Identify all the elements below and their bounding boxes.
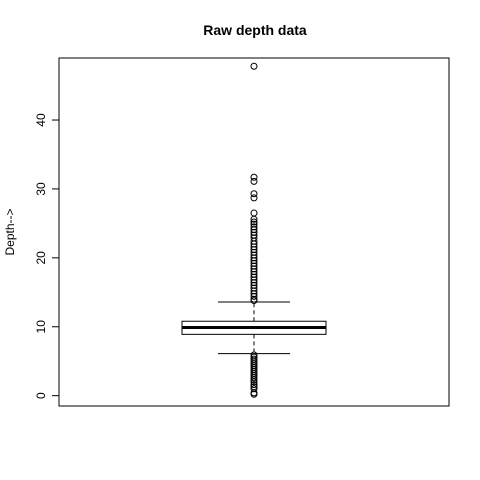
y-tick-label: 40 <box>34 113 48 127</box>
outlier-point <box>250 209 258 217</box>
outlier-point <box>250 374 258 382</box>
outlier-point <box>250 173 258 181</box>
outlier-point <box>250 215 258 223</box>
y-axis: 0 10 20 30 40 <box>34 113 60 399</box>
outlier-point <box>250 378 258 386</box>
y-tick-label: 20 <box>34 251 48 265</box>
outlier-point <box>250 190 258 198</box>
outlier-point <box>250 292 258 300</box>
y-tick-label: 10 <box>34 320 48 334</box>
outlier-point <box>250 62 258 70</box>
outlier-point <box>250 376 258 384</box>
y-tick-label: 0 <box>34 392 48 399</box>
outlier-point <box>250 381 258 389</box>
outlier-point <box>250 297 258 305</box>
outlier-point <box>250 390 258 398</box>
outlier-point <box>250 177 258 185</box>
chart-title: Raw depth data <box>203 22 307 38</box>
outlier-point <box>250 218 258 226</box>
outlier-group <box>250 62 258 398</box>
outlier-point <box>250 194 258 202</box>
box-group <box>181 301 327 355</box>
y-axis-label: Depth--> <box>3 208 17 255</box>
y-tick-label: 30 <box>34 182 48 196</box>
